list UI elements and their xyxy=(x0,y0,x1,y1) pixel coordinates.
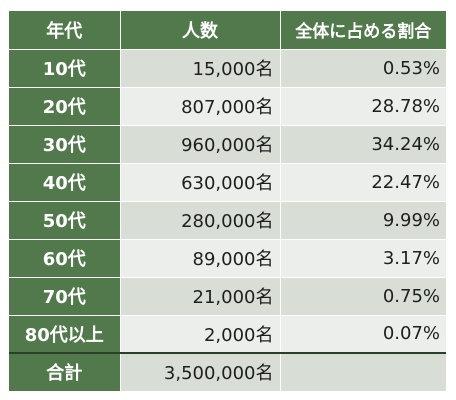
table-row: 30代 960,000名 34.24% xyxy=(9,125,446,164)
count-cell: 2,000名 xyxy=(120,315,281,354)
count-cell: 960,000名 xyxy=(120,125,281,164)
share-cell: 0.07% xyxy=(280,315,446,354)
age-cell: 80代以上 xyxy=(9,315,121,354)
table-row: 20代 807,000名 28.78% xyxy=(9,87,446,126)
table-row: 70代 21,000名 0.75% xyxy=(9,277,446,316)
table-row: 80代以上 2,000名 0.07% xyxy=(9,315,446,354)
table-row: 50代 280,000名 9.99% xyxy=(9,201,446,240)
count-cell: 280,000名 xyxy=(120,201,281,240)
table-body: 10代 15,000名 0.53% 20代 807,000名 28.78% 30… xyxy=(9,49,446,392)
age-cell: 40代 xyxy=(9,163,121,202)
total-count: 3,500,000名 xyxy=(120,352,281,392)
count-cell: 15,000名 xyxy=(120,49,281,88)
total-label: 合計 xyxy=(9,352,121,392)
header-age: 年代 xyxy=(9,11,121,50)
count-cell: 89,000名 xyxy=(120,239,281,278)
age-cell: 30代 xyxy=(9,125,121,164)
count-cell: 630,000名 xyxy=(120,163,281,202)
age-cell: 10代 xyxy=(9,49,121,88)
share-cell: 0.53% xyxy=(280,49,446,88)
header-count: 人数 xyxy=(120,11,281,50)
total-row: 合計 3,500,000名 xyxy=(9,352,446,392)
count-cell: 21,000名 xyxy=(120,277,281,316)
table-row: 60代 89,000名 3.17% xyxy=(9,239,446,278)
share-cell: 34.24% xyxy=(280,125,446,164)
total-share xyxy=(280,352,446,392)
age-distribution-table: 年代 人数 全体に占める割合 10代 15,000名 0.53% 20代 807… xyxy=(9,11,446,392)
age-cell: 60代 xyxy=(9,239,121,278)
age-cell: 20代 xyxy=(9,87,121,126)
share-cell: 28.78% xyxy=(280,87,446,126)
table-row: 40代 630,000名 22.47% xyxy=(9,163,446,202)
table-header: 年代 人数 全体に占める割合 xyxy=(9,11,446,50)
share-cell: 3.17% xyxy=(280,239,446,278)
age-distribution-table-container: 年代 人数 全体に占める割合 10代 15,000名 0.53% 20代 807… xyxy=(9,11,446,392)
count-cell: 807,000名 xyxy=(120,87,281,126)
share-cell: 22.47% xyxy=(280,163,446,202)
header-share: 全体に占める割合 xyxy=(280,11,446,50)
age-cell: 50代 xyxy=(9,201,121,240)
share-cell: 0.75% xyxy=(280,277,446,316)
age-cell: 70代 xyxy=(9,277,121,316)
table-row: 10代 15,000名 0.53% xyxy=(9,49,446,88)
header-row: 年代 人数 全体に占める割合 xyxy=(9,11,446,50)
share-cell: 9.99% xyxy=(280,201,446,240)
